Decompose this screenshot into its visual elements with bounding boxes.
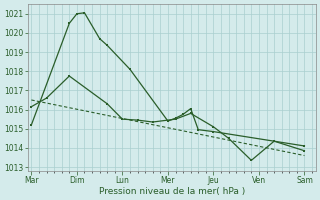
X-axis label: Pression niveau de la mer( hPa ): Pression niveau de la mer( hPa ) — [99, 187, 245, 196]
